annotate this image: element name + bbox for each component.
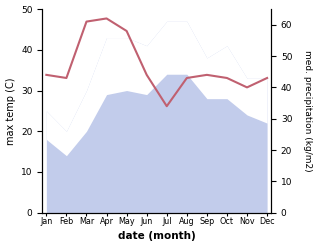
X-axis label: date (month): date (month)	[118, 231, 196, 242]
Y-axis label: max temp (C): max temp (C)	[5, 77, 16, 145]
Y-axis label: med. precipitation (kg/m2): med. precipitation (kg/m2)	[303, 50, 313, 172]
